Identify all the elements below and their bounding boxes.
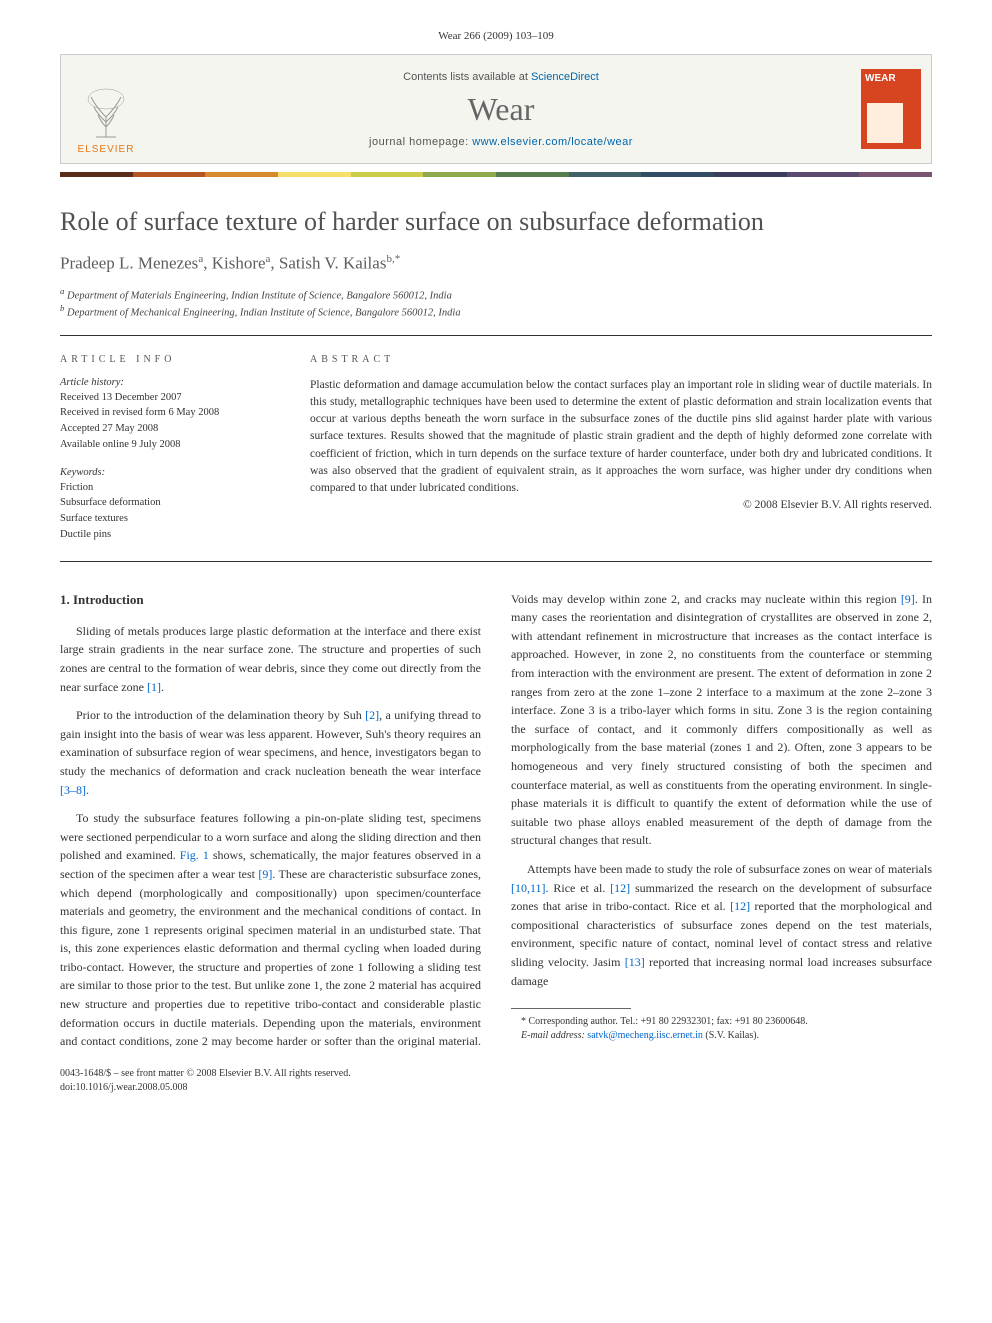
publisher-name: ELSEVIER — [78, 144, 135, 155]
abstract-block: ABSTRACT Plastic deformation and damage … — [310, 354, 932, 543]
color-segment — [859, 172, 932, 177]
section-1-title: 1. Introduction — [60, 590, 481, 610]
email-suffix: (S.V. Kailas). — [703, 1030, 759, 1041]
abstract-text: Plastic deformation and damage accumulat… — [310, 377, 932, 498]
rule-bottom — [60, 561, 932, 562]
email-link[interactable]: satvk@mecheng.iisc.ernet.in — [587, 1030, 703, 1041]
color-segment — [133, 172, 206, 177]
article-info-block: ARTICLE INFO Article history: Received 1… — [60, 354, 270, 543]
ref-1-link[interactable]: [1] — [147, 680, 161, 694]
color-segment — [205, 172, 278, 177]
email-footnote: E-mail address: satvk@mecheng.iisc.ernet… — [511, 1029, 932, 1043]
color-segment — [714, 172, 787, 177]
ref-3-8-link[interactable]: [3–8] — [60, 783, 86, 797]
history-line: Available online 9 July 2008 — [60, 437, 270, 453]
color-segment — [60, 172, 133, 177]
sciencedirect-link[interactable]: ScienceDirect — [531, 71, 599, 83]
body-columns: 1. Introduction Sliding of metals produc… — [60, 590, 932, 1051]
header-citation: Wear 266 (2009) 103–109 — [60, 30, 932, 42]
contents-available: Contents lists available at ScienceDirec… — [403, 71, 599, 83]
publisher-block: ELSEVIER — [61, 55, 151, 163]
ref-12b-link[interactable]: [12] — [730, 899, 750, 913]
abstract-copyright: © 2008 Elsevier B.V. All rights reserved… — [310, 499, 932, 511]
history-line: Received in revised form 6 May 2008 — [60, 405, 270, 421]
front-matter-line: 0043-1648/$ – see front matter © 2008 El… — [60, 1067, 932, 1095]
color-segment — [787, 172, 860, 177]
journal-homepage: journal homepage: www.elsevier.com/locat… — [369, 136, 633, 148]
keyword-line: Ductile pins — [60, 527, 270, 543]
intro-para-2: Prior to the introduction of the delamin… — [60, 706, 481, 799]
affiliations-block: a Department of Materials Engineering, I… — [60, 286, 932, 319]
abstract-label: ABSTRACT — [310, 354, 932, 365]
elsevier-tree-icon — [76, 87, 136, 142]
journal-name: Wear — [468, 91, 535, 128]
history-line: Received 13 December 2007 — [60, 390, 270, 406]
color-segment — [423, 172, 496, 177]
corresponding-author-footnote: * Corresponding author. Tel.: +91 80 229… — [511, 1015, 932, 1029]
journal-cover-thumbnail: WEAR — [861, 69, 921, 149]
cover-inner-box — [867, 103, 903, 143]
ref-12a-link[interactable]: [12] — [610, 881, 630, 895]
color-stripe — [60, 172, 932, 177]
color-segment — [351, 172, 424, 177]
ref-13-link[interactable]: [13] — [625, 955, 645, 969]
contents-prefix: Contents lists available at — [403, 71, 531, 83]
journal-banner: ELSEVIER Contents lists available at Sci… — [60, 54, 932, 164]
rule-top — [60, 335, 932, 336]
keyword-line: Friction — [60, 480, 270, 496]
history-line: Accepted 27 May 2008 — [60, 421, 270, 437]
ref-2-link[interactable]: [2] — [365, 708, 379, 722]
ref-9a-link[interactable]: [9] — [258, 867, 272, 881]
ref-10-11-link[interactable]: [10,11] — [511, 881, 546, 895]
keywords-title: Keywords: — [60, 467, 270, 478]
fig-1-link[interactable]: Fig. 1 — [180, 848, 209, 862]
authors-line: Pradeep L. Menezesa, Kishorea, Satish V.… — [60, 253, 932, 274]
homepage-prefix: journal homepage: — [369, 136, 472, 148]
affiliation-line: a Department of Materials Engineering, I… — [60, 286, 932, 302]
color-segment — [278, 172, 351, 177]
article-info-label: ARTICLE INFO — [60, 354, 270, 365]
keyword-line: Surface textures — [60, 511, 270, 527]
cover-label: WEAR — [861, 69, 921, 88]
affiliation-line: b Department of Mechanical Engineering, … — [60, 303, 932, 319]
intro-para-1: Sliding of metals produces large plastic… — [60, 622, 481, 696]
issn-line: 0043-1648/$ – see front matter © 2008 El… — [60, 1067, 932, 1081]
footnote-separator — [511, 1008, 631, 1009]
keyword-line: Subsurface deformation — [60, 495, 270, 511]
ref-9b-link[interactable]: [9] — [901, 592, 915, 606]
intro-para-4: Attempts have been made to study the rol… — [511, 860, 932, 990]
cover-thumbnail-block: WEAR — [851, 55, 931, 163]
color-segment — [496, 172, 569, 177]
article-title: Role of surface texture of harder surfac… — [60, 207, 932, 237]
info-abstract-row: ARTICLE INFO Article history: Received 1… — [60, 354, 932, 543]
color-segment — [569, 172, 642, 177]
history-title: Article history: — [60, 377, 270, 388]
doi-line: doi:10.1016/j.wear.2008.05.008 — [60, 1081, 932, 1095]
color-segment — [641, 172, 714, 177]
email-label: E-mail address: — [521, 1030, 587, 1041]
homepage-link[interactable]: www.elsevier.com/locate/wear — [472, 136, 633, 148]
